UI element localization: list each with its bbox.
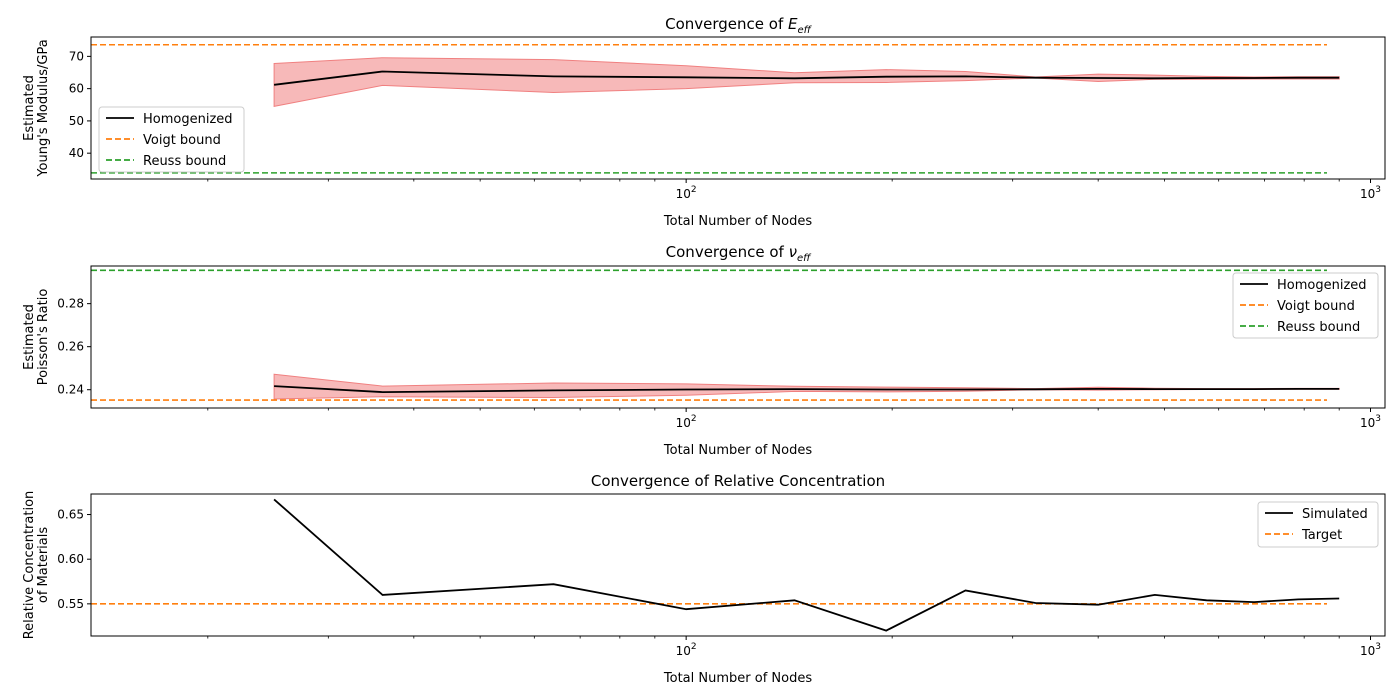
legend: Simulated Target [1257,501,1379,548]
y-axis-label-line: Young's Modulus/GPa [36,39,51,177]
x-tick-label: 102 [676,642,697,658]
x-axis-label: Total Number of Nodes [663,214,812,229]
legend-box [1232,272,1379,339]
y-tick-label: 0.24 [57,383,84,397]
y-tick-label: 60 [69,82,84,96]
x-tick-exponent: 2 [691,642,697,652]
plot-title-text: Convergence of [666,243,789,261]
plot-area [91,269,1340,401]
axes-frame [90,265,1386,409]
homogenized-line [274,385,1340,394]
axes-frame [90,36,1386,180]
y-tick-label: 0.60 [57,552,84,566]
y-tick-label: 70 [69,49,84,63]
plot-title-subscript: eff [798,25,813,36]
y-axis-label: EstimatedYoung's Modulus/GPa [22,39,51,177]
y-axis-label-line: Estimated [22,75,37,141]
uncertainty-band [273,373,1340,400]
x-tick-base: 10 [1360,187,1375,201]
legend-box [98,106,245,173]
y-axis-label-line: Poisson's Ratio [36,289,51,386]
legend-label-reuss-bound: Reuss bound [1277,320,1360,335]
y-tick-label: 0.26 [57,340,84,354]
legend-label-voigt-bound: Voigt bound [143,133,221,148]
axes-frame [90,493,1386,637]
y-axis-label: EstimatedPoisson's Ratio [22,289,51,386]
plot-title-subscript: eff [797,253,812,264]
legend-label-voigt-bound: Voigt bound [1277,299,1355,314]
x-tick-exponent: 3 [1375,185,1381,195]
x-axis-label: Total Number of Nodes [663,443,812,458]
legend-label-simulated: Simulated [1302,507,1368,522]
legend-label-reuss-bound: Reuss bound [143,154,226,169]
legend-label-homogenized: Homogenized [1277,278,1367,293]
x-tick-label: 103 [1360,185,1381,201]
plot-title-text: Convergence of Relative Concentration [591,472,885,490]
y-tick-label: 50 [69,114,84,128]
x-tick-exponent: 2 [691,414,697,424]
x-tick-label: 103 [1360,642,1381,658]
x-tick-exponent: 3 [1375,414,1381,424]
plot-title: Convergence of νeff [666,243,812,264]
plot-title-text: Convergence of [665,15,788,33]
plot-title: Convergence of Eeff [665,15,813,36]
uncertainty-band [273,57,1340,108]
legend: Homogenized Voigt bound Reuss bound [1232,272,1379,339]
x-tick-base: 10 [1360,644,1375,658]
plot-area [91,43,1340,174]
legend-label-homogenized: Homogenized [143,112,233,127]
plot-title-symbol: E [788,15,798,33]
x-tick-base: 10 [676,187,691,201]
x-tick-label: 102 [676,185,697,201]
plot-title-symbol: ν [789,243,797,261]
plot-title: Convergence of Relative Concentration [591,472,885,490]
y-tick-label: 40 [69,146,84,160]
x-tick-exponent: 3 [1375,642,1381,652]
x-tick-base: 10 [1360,416,1375,430]
x-axis-label: Total Number of Nodes [663,671,812,686]
x-tick-label: 102 [676,414,697,430]
y-axis-label-line: Relative Concentration [22,491,37,640]
y-axis-label: Relative Concentrationof Materials [22,491,51,640]
homogenized-line [273,70,1340,86]
x-tick-exponent: 2 [691,185,697,195]
x-tick-base: 10 [676,644,691,658]
y-tick-label: 0.55 [57,597,84,611]
legend: Homogenized Voigt bound Reuss bound [98,106,245,173]
x-tick-base: 10 [676,416,691,430]
plot-area [91,498,1340,632]
x-tick-label: 103 [1360,414,1381,430]
y-tick-label: 0.65 [57,508,84,522]
y-tick-label: 0.28 [57,297,84,311]
y-axis-label-line: Estimated [22,304,37,370]
legend-label-target: Target [1301,528,1342,543]
y-axis-label-line: of Materials [36,527,51,603]
simulated-line [273,498,1340,632]
